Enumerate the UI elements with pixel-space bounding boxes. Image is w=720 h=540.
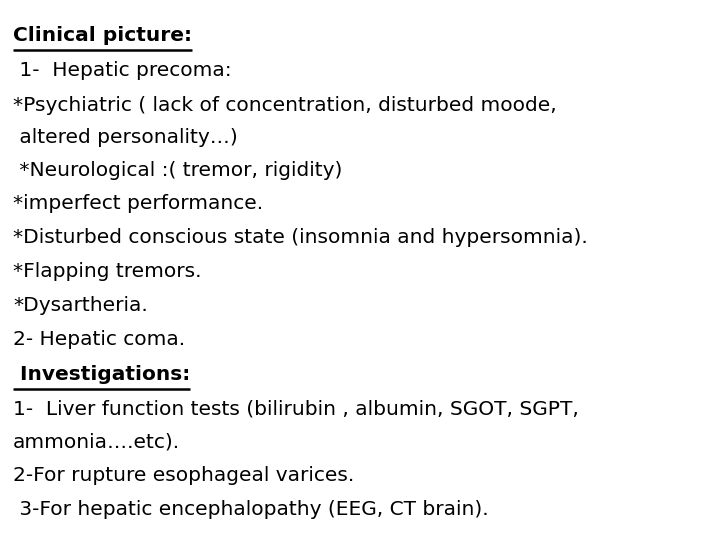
Text: *Flapping tremors.: *Flapping tremors. <box>13 262 202 281</box>
Text: 1-  Hepatic precoma:: 1- Hepatic precoma: <box>13 60 232 80</box>
Text: 2-For rupture esophageal varices.: 2-For rupture esophageal varices. <box>13 465 354 485</box>
Text: *Disturbed conscious state (insomnia and hypersomnia).: *Disturbed conscious state (insomnia and… <box>13 228 588 247</box>
Text: *imperfect performance.: *imperfect performance. <box>13 194 263 213</box>
Text: *Neurological :( tremor, rigidity): *Neurological :( tremor, rigidity) <box>13 160 342 180</box>
Text: 1-  Liver function tests (bilirubin , albumin, SGOT, SGPT,: 1- Liver function tests (bilirubin , alb… <box>13 400 579 419</box>
Text: ammonia….etc).: ammonia….etc). <box>13 432 180 451</box>
Text: 2- Hepatic coma.: 2- Hepatic coma. <box>13 329 185 349</box>
Text: 3-For hepatic encephalopathy (EEG, CT brain).: 3-For hepatic encephalopathy (EEG, CT br… <box>13 500 489 519</box>
Text: *Psychiatric ( lack of concentration, disturbed moode,: *Psychiatric ( lack of concentration, di… <box>13 96 557 115</box>
Text: Investigations:: Investigations: <box>13 364 190 384</box>
Text: altered personality…): altered personality…) <box>13 128 238 147</box>
Text: *Dysartheria.: *Dysartheria. <box>13 295 148 315</box>
Text: Clinical picture:: Clinical picture: <box>13 25 192 45</box>
